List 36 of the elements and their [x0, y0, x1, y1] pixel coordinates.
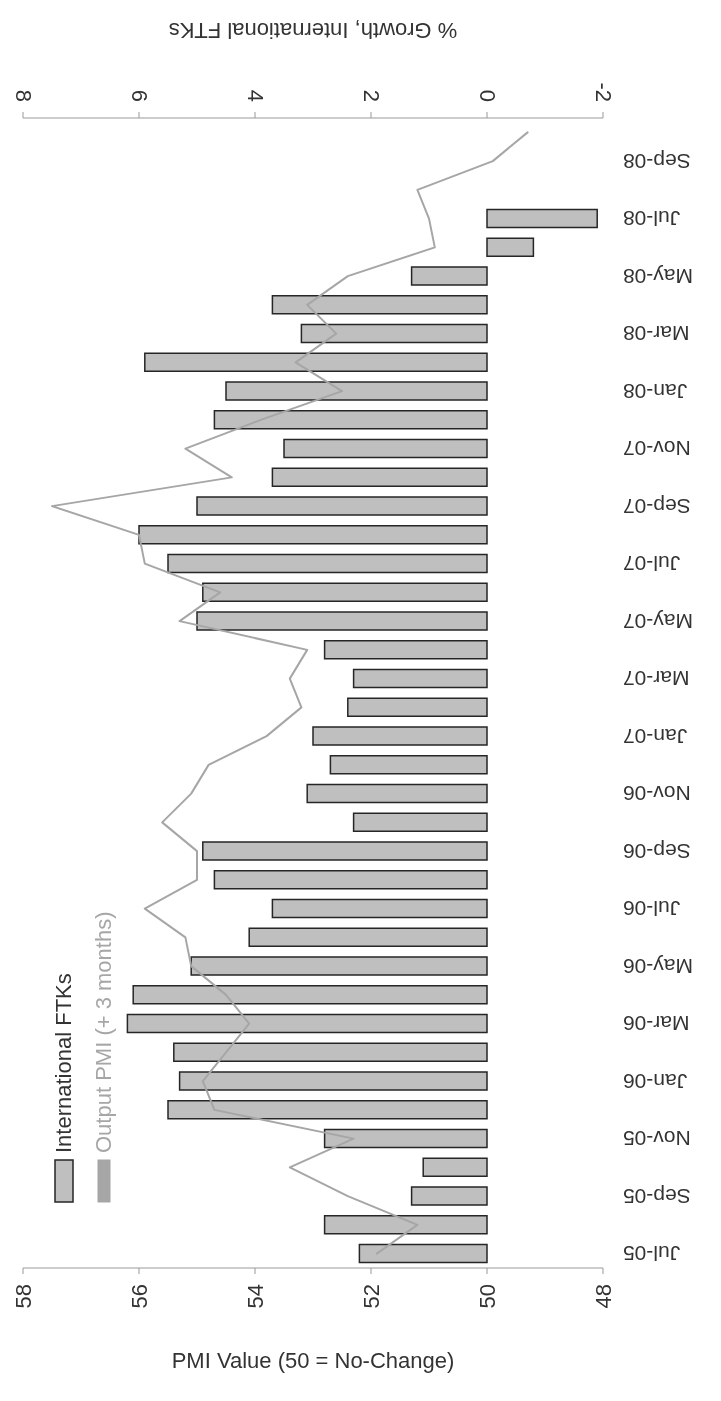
- y-tick-label: Sep-05: [623, 1184, 691, 1208]
- y-tick-label: Jan-07: [623, 724, 688, 748]
- x2-tick-label: 0: [474, 89, 500, 102]
- y-tick-label: May-08: [623, 264, 694, 288]
- text: Output PMI (+ 3 months): [90, 911, 117, 1153]
- y-tick-label: Jul-05: [623, 1242, 681, 1266]
- x-tick-label: 48: [590, 1284, 616, 1309]
- y-tick-label: Jan-06: [623, 1069, 688, 1093]
- x2-tick-label: 2: [358, 89, 384, 102]
- x2-tick-label: 4: [242, 89, 268, 102]
- x-tick-label: 52: [358, 1284, 384, 1309]
- y-tick-label: Mar-07: [623, 667, 690, 691]
- x-axis-title: PMI Value (50 = No-Change): [171, 1348, 455, 1373]
- x-tick-label: 54: [242, 1284, 268, 1309]
- y-tick-label: Mar-08: [623, 322, 690, 346]
- y-tick-label: Mar-06: [623, 1012, 690, 1036]
- y-tick-label: Jul-08: [623, 207, 681, 231]
- y-tick-label: Nov-07: [623, 437, 691, 461]
- y-tick-label: Jul-07: [623, 552, 681, 576]
- y-tick-label: Jul-06: [623, 897, 681, 921]
- x-tick-label: 56: [126, 1284, 152, 1309]
- y-tick-label: Nov-06: [623, 782, 691, 806]
- x2-tick-label: -2: [590, 82, 616, 102]
- y-tick-label: Nov-05: [623, 1127, 691, 1151]
- x-tick-label: 50: [474, 1284, 500, 1309]
- y-tick-label: Sep-08: [623, 149, 691, 173]
- y-tick-label: Sep-06: [623, 839, 691, 863]
- y-tick-label: Sep-07: [623, 494, 691, 518]
- y-tick-label: May-07: [623, 609, 694, 633]
- y-tick-label: Jan-08: [623, 379, 688, 403]
- x-tick-label: 58: [10, 1284, 36, 1309]
- x2-tick-label: 8: [10, 89, 36, 102]
- y-tick-label: May-06: [623, 954, 694, 978]
- x2-tick-label: 6: [126, 89, 152, 102]
- text: International FTKs: [50, 973, 77, 1153]
- x2-axis-title: % Growth, International FTKs: [168, 17, 458, 43]
